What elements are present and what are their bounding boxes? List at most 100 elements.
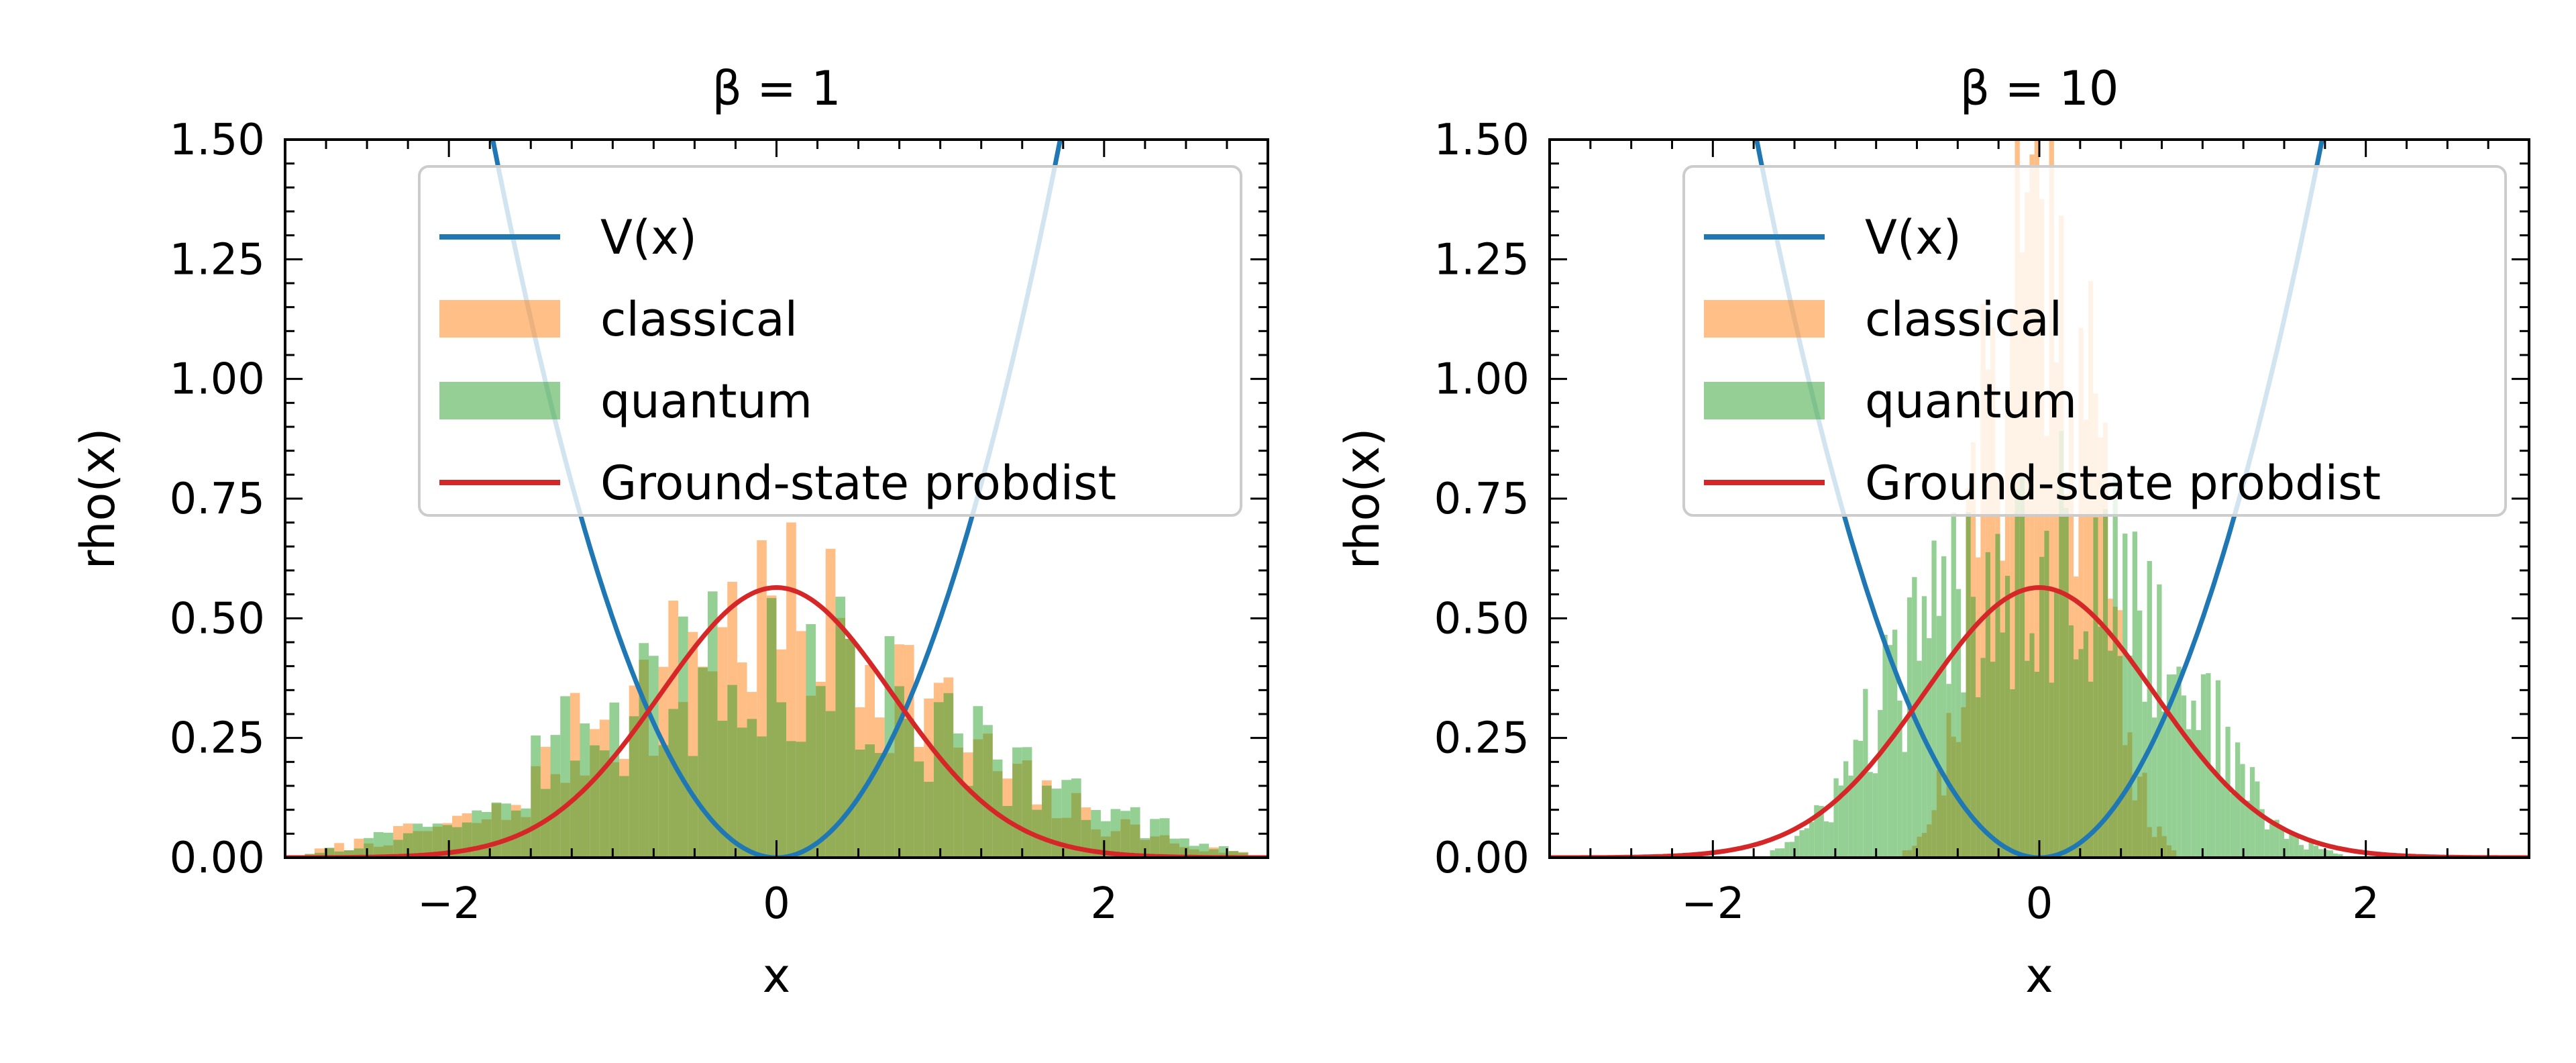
y-axis-label: rho(x)	[1335, 428, 1390, 570]
histogram-bar	[1228, 851, 1239, 858]
legend-label: V(x)	[1865, 210, 1962, 265]
histogram-bar	[1970, 597, 1976, 858]
panel-2: −2 0 2 0.00 0.25 0.50 0.75 1.00 1.25 1.50 β = 10 x r…	[1335, 61, 2530, 1003]
histogram-bar	[2151, 717, 2157, 858]
histogram-bar	[776, 702, 787, 858]
histogram-bar	[2289, 832, 2294, 858]
histogram-bar	[2279, 827, 2284, 858]
y-tick-label: 0.00	[170, 833, 266, 883]
histogram-bar	[2284, 839, 2290, 858]
y-tick-label: 1.25	[1434, 235, 1530, 285]
legend-patch-swatch	[1704, 300, 1825, 338]
histogram-bar	[343, 850, 354, 858]
histogram-bar	[2039, 556, 2045, 858]
y-tick-label: 0.50	[170, 594, 266, 644]
histogram-bar	[491, 802, 502, 858]
histogram-bar	[2308, 842, 2314, 858]
y-tick-label: 1.00	[170, 355, 266, 405]
histogram-bar	[875, 753, 885, 858]
histogram-bar	[649, 656, 659, 858]
histogram-bar	[432, 823, 443, 858]
legend-label: V(x)	[600, 210, 697, 265]
histogram-bar	[953, 733, 963, 858]
legend-patch-swatch	[439, 300, 560, 338]
x-tick-label: 0	[2026, 879, 2053, 929]
histogram-bar	[1985, 552, 1990, 858]
histogram-bar	[1150, 819, 1160, 858]
histogram-bar	[2142, 701, 2147, 858]
histogram-bar	[2004, 576, 2010, 858]
histogram-bar	[1980, 303, 1986, 858]
histogram-bar	[609, 702, 620, 858]
histogram-bar	[2333, 853, 2339, 858]
histogram-bar	[1770, 850, 1775, 858]
legend-label: classical	[1865, 292, 2062, 347]
histogram-bar	[2010, 310, 2015, 858]
histogram-bar	[2186, 729, 2192, 858]
histogram-bar	[1976, 697, 1981, 858]
histogram-bar	[2304, 849, 2309, 858]
histogram-bar	[1091, 809, 1101, 858]
histogram-bar	[2088, 281, 2094, 858]
histogram-bar	[1061, 780, 1071, 858]
histogram-bar	[2132, 532, 2137, 858]
histogram-bar	[816, 686, 826, 858]
histogram-bar	[501, 803, 511, 858]
histogram-bar	[590, 745, 600, 858]
histogram-bar	[1042, 785, 1052, 858]
histogram-bar	[2019, 476, 2025, 858]
histogram-bar	[2108, 650, 2113, 858]
ticks	[1548, 138, 2530, 859]
histogram-bar	[2264, 829, 2270, 858]
histogram-bar	[992, 759, 1003, 858]
histogram-bar	[1921, 596, 1927, 858]
histogram-bar	[629, 716, 639, 858]
histogram-bar	[1897, 700, 1902, 858]
legend-label: quantum	[600, 374, 812, 429]
histogram-bar	[1838, 785, 1843, 858]
y-tick-label: 1.50	[170, 115, 266, 165]
histogram-bar	[1022, 747, 1032, 858]
histogram-bar	[1120, 811, 1130, 858]
histogram-bar	[2074, 659, 2079, 858]
histogram-bar	[2102, 509, 2108, 858]
histogram-bar	[924, 781, 934, 858]
histogram-bar	[1819, 805, 1824, 858]
histogram-bar	[1878, 709, 1883, 858]
histogram-bar	[2298, 845, 2304, 858]
histogram-bar	[1902, 752, 1907, 858]
histogram-bar	[1794, 836, 1800, 858]
histogram-bar	[619, 776, 629, 858]
histogram-bar	[1002, 805, 1013, 858]
histogram-bar	[668, 709, 678, 858]
histogram-bar	[796, 742, 806, 858]
histogram-bar	[1814, 805, 1819, 858]
histogram-bar	[1799, 830, 1805, 858]
legend-box	[418, 165, 1242, 517]
histogram-bar	[1012, 747, 1022, 858]
histogram-bar	[2191, 701, 2196, 858]
histogram-bar	[2068, 625, 2074, 858]
histogram-bar	[639, 643, 649, 858]
y-tick-label: 0.25	[170, 714, 266, 764]
histogram-bar	[599, 750, 610, 858]
histogram-bar	[747, 719, 757, 858]
histogram-bar	[1848, 775, 1854, 858]
histogram-bar	[2015, 489, 2020, 858]
histogram-bar	[2049, 682, 2054, 858]
histogram-bar	[1980, 658, 1986, 858]
histogram-bar	[845, 638, 855, 858]
y-tick-label: 1.25	[170, 235, 266, 285]
y-tick-label: 0.25	[1434, 714, 1530, 764]
histogram-bar	[2127, 656, 2133, 858]
x-tick-label: −2	[417, 879, 480, 929]
histogram-bar	[1780, 848, 1785, 858]
ticks	[284, 138, 1269, 859]
histogram-bar	[1189, 846, 1199, 858]
histogram-bar	[766, 598, 777, 858]
histogram-bar	[1804, 828, 1809, 858]
legend-label: Ground-state probdist	[600, 456, 1116, 511]
histogram-bar	[678, 616, 688, 858]
histogram-bar	[2259, 809, 2265, 858]
histogram-bar	[2255, 781, 2260, 858]
